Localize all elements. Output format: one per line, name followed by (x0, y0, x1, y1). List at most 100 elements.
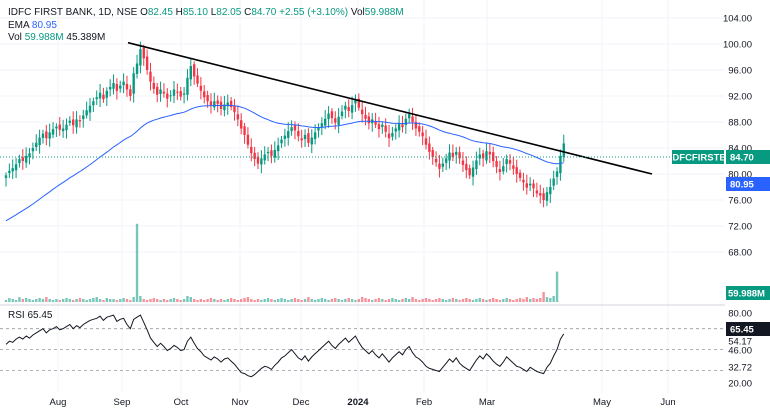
volume-bar (481, 299, 485, 302)
volume-bar (196, 300, 199, 302)
volume-bar (92, 298, 95, 302)
candle-body (555, 171, 559, 177)
candle-body (549, 187, 552, 195)
volume-bar (115, 300, 119, 302)
volume-bar (539, 298, 542, 302)
candle-body (293, 124, 297, 131)
rsi-legend[interactable]: RSI 65.45 (8, 310, 52, 322)
candle-body (552, 178, 555, 186)
volume-bar (78, 298, 82, 302)
volume-bar (334, 298, 337, 302)
volume-bar (8, 298, 11, 302)
candle-body (485, 151, 488, 161)
volume-bar (545, 297, 549, 302)
volume-bar (82, 299, 85, 302)
time-tick-label: Aug (50, 397, 67, 408)
candle-body (21, 157, 24, 161)
volume-bar (401, 299, 404, 302)
volume-bar (203, 300, 206, 302)
candle-body (38, 137, 41, 145)
volume-bar (337, 299, 340, 302)
ticker-tag: IDFCFIRSTB (670, 150, 726, 164)
volume-bar (176, 299, 179, 302)
volume-bar (364, 298, 367, 302)
candle-body (119, 85, 122, 89)
candle-body (152, 82, 156, 89)
high-label: H (175, 7, 183, 18)
candle-body (313, 132, 317, 140)
volume-bar (213, 299, 216, 302)
price-tick-label: 96.00 (728, 66, 752, 77)
candle-body (229, 100, 233, 108)
volume-bar (465, 298, 468, 302)
volume-bar (313, 300, 317, 302)
price-axis[interactable]: 104.00 100.00 96.00 92.00 88.00 84.00 80.00 76.… (723, 14, 752, 259)
volume-bar (350, 299, 354, 302)
candle-body (394, 128, 397, 132)
candle-body (78, 120, 82, 122)
volume-bar (384, 300, 387, 302)
low-value: 82.05 (216, 7, 242, 18)
close-value: 84.70 (251, 7, 277, 18)
volume-bar (236, 300, 240, 302)
price-tick-label: 100.00 (723, 40, 752, 51)
volume-bar (55, 299, 58, 302)
ema-legend[interactable]: EMA 80.95 (8, 20, 57, 32)
candle-body (14, 164, 18, 171)
volume-bar (344, 299, 347, 302)
volume-bar (552, 296, 555, 302)
candle-body (334, 118, 337, 123)
candle-body (381, 124, 384, 128)
volume-bar (260, 300, 263, 302)
time-axis[interactable]: Aug Sep Oct Nov Dec 2024 Feb Mar May Jun (50, 397, 676, 408)
volume-bar (152, 298, 156, 302)
volume-bar (68, 299, 72, 302)
volume-bar (444, 300, 448, 302)
ohlc-legend[interactable]: IDFC FIRST BANK, 1D, NSE O82.45 H85.10 L… (8, 7, 404, 19)
candlesticks (4, 41, 565, 208)
trendline[interactable] (127, 41, 653, 175)
ema-value: 80.95 (31, 20, 57, 31)
volume-bar (441, 299, 444, 302)
candle-body (283, 135, 287, 139)
volume-bar (411, 297, 414, 302)
volume-row-label: Vol (8, 32, 22, 43)
candle-body (404, 118, 408, 126)
volume-bar (377, 298, 381, 302)
rsi-tick-label: 80.00 (728, 309, 752, 320)
candle-body (166, 93, 169, 99)
ema-line (5, 104, 564, 222)
candle-body (374, 121, 377, 125)
volume-bar (528, 299, 532, 302)
time-tick-label: Feb (416, 397, 432, 408)
candle-body (250, 147, 253, 154)
volume-bar (297, 299, 300, 302)
candle-body (303, 135, 307, 140)
candle-body (545, 192, 549, 201)
volume-bar (431, 300, 434, 302)
candle-body (455, 151, 458, 155)
candle-body (290, 127, 293, 132)
candle-body (401, 124, 404, 128)
volume-bar (414, 299, 418, 302)
candle-body (88, 105, 92, 113)
candle-body (216, 100, 219, 104)
candle-body (458, 152, 461, 159)
time-tick-label: Sep (114, 397, 131, 408)
symbol-label[interactable]: IDFC FIRST BANK, 1D, NSE (8, 7, 138, 18)
volume-bar (18, 297, 21, 302)
candle-body (41, 133, 45, 138)
volume-bar (172, 298, 176, 302)
candle-body (297, 131, 300, 137)
volume-bar (186, 296, 189, 302)
candle-body (45, 131, 48, 139)
volume-legend[interactable]: Vol 59.988M 45.389M (8, 32, 105, 44)
candle-body (199, 85, 203, 91)
candle-body (481, 153, 485, 159)
volume-bar (145, 300, 149, 302)
candle-body (522, 179, 525, 183)
time-tick-label: 2024 (347, 397, 369, 408)
candle-body (51, 129, 55, 135)
